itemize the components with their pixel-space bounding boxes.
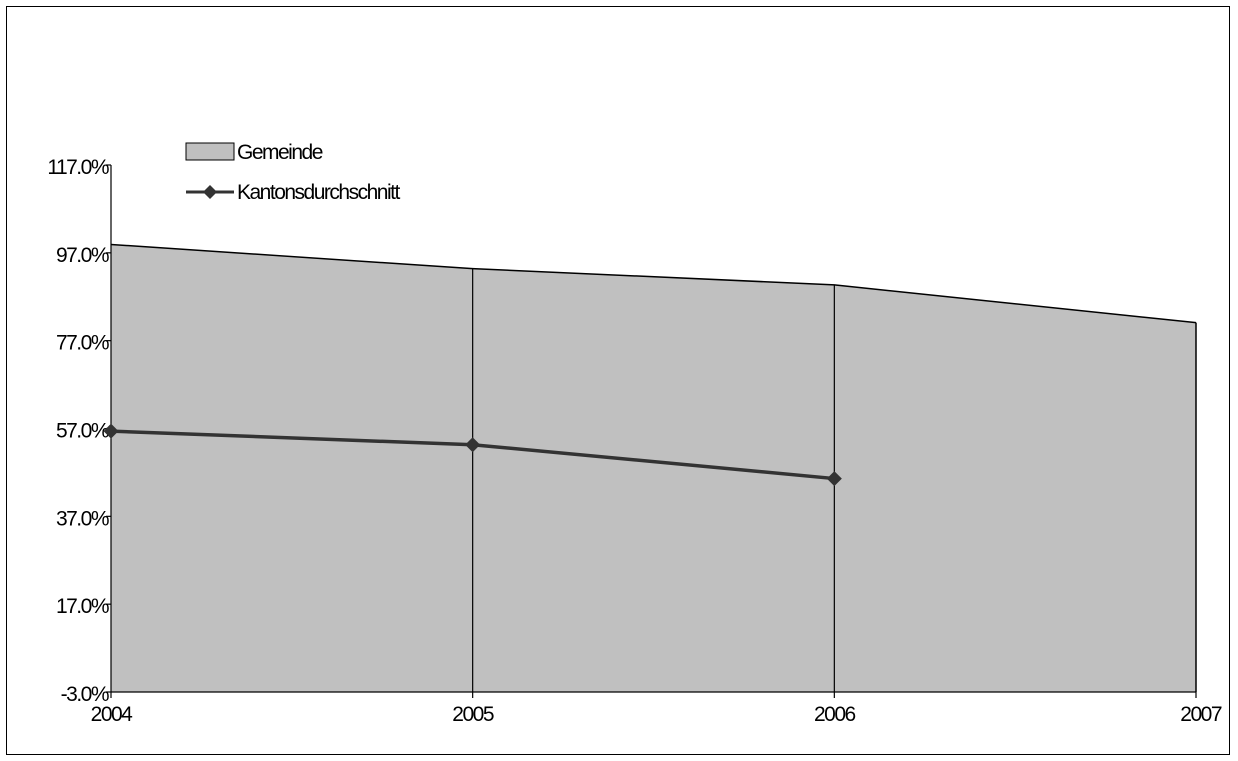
axes: 117.0% 97.0% 77.0% 57.0% 37.0% 17.0% -3.0%2004… — [47, 156, 1223, 726]
point-kantonsdurchschnitt — [103, 423, 119, 439]
legend-label-kantonsdurchschnitt: Kantonsdurchschnitt — [237, 181, 400, 204]
legend-label-gemeinde: Gemeinde — [237, 141, 323, 164]
y-tick-label: 17.0% — [56, 595, 109, 618]
x-tick-label: 2005 — [452, 703, 494, 726]
x-tick-label: 2007 — [1180, 703, 1222, 726]
y-tick-label: 117.0% — [47, 156, 108, 179]
x-tick-label: 2004 — [91, 703, 134, 726]
y-tick-label: 57.0% — [56, 420, 109, 443]
drop-lines — [472, 268, 835, 692]
area-gemeinde — [111, 244, 1196, 692]
legend-swatch-gemeinde — [185, 142, 235, 161]
y-tick-label: 77.0% — [56, 332, 109, 355]
y-tick-label: 97.0% — [56, 244, 109, 267]
area-layer — [110, 243, 1197, 692]
y-tick-label: 37.0% — [56, 507, 109, 530]
legend: Gemeinde Kantonsdurchschnitt — [185, 141, 402, 204]
legend-marker-kantonsdurchschnitt — [203, 185, 217, 199]
point-kantonsdurchschnitt — [465, 437, 481, 453]
y-tick-label: -3.0% — [61, 683, 109, 706]
point-kantonsdurchschnitt — [826, 471, 842, 487]
area-gemeinde-outline — [110, 243, 1197, 324]
series-line-layer — [103, 423, 842, 487]
x-tick-label: 2006 — [814, 703, 856, 726]
